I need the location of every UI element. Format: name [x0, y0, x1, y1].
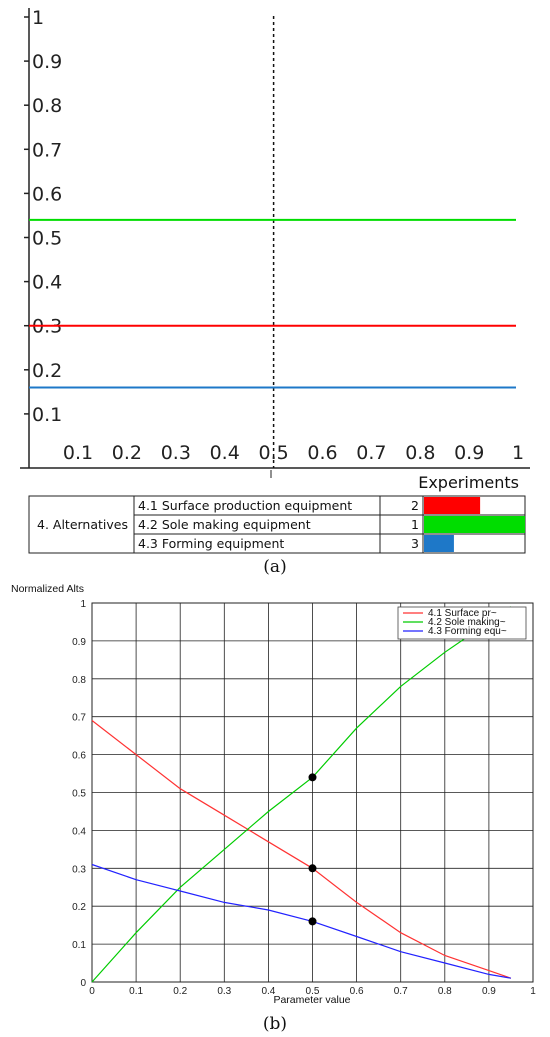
panel-a-y-tick-label: 0.9 [32, 51, 62, 73]
panel-b-x-tick-label: 0.6 [350, 986, 364, 997]
panel-a-y-ticks: 0.10.20.30.40.50.60.70.80.91 [24, 7, 62, 426]
panel-a-x-tick-label: 0.4 [210, 442, 240, 464]
alternative-rank: 1 [411, 517, 419, 532]
panel-a-y-tick-label: 0.1 [32, 404, 62, 426]
alternative-rank: 3 [411, 536, 419, 551]
alternative-bar [424, 497, 481, 514]
panel-a-x-tick-label: 0.5 [258, 442, 288, 464]
panel-b-x-tick-label: 0.2 [173, 986, 187, 997]
panel-a-x-tick-label: 1 [512, 442, 524, 464]
alternatives-table: 4. Alternatives 4.1 Surface production e… [28, 495, 526, 554]
panel-b-y-tick-label: 1 [80, 599, 86, 610]
panel-b-y-tick-label: 0.2 [72, 902, 86, 913]
panel-a-y-tick-label: 0.8 [32, 95, 62, 117]
table-rows: 4.1 Surface production equipment 2 4.2 Sol… [138, 497, 525, 552]
panel-b-y-tick-label: 0.7 [72, 713, 86, 724]
panel-b-x-tick-label: 0.3 [217, 986, 231, 997]
panel-b-y-tick-label: 0.4 [72, 826, 86, 837]
group-label: 4. Alternatives [37, 517, 128, 532]
caption-b: (b) [263, 1014, 287, 1034]
alternative-name: 4.2 Sole making equipment [138, 517, 311, 532]
alternative-name: 4.1 Surface production equipment [138, 498, 352, 513]
panel-b-x-tick-label: 0 [89, 986, 95, 997]
alternative-bar [424, 516, 525, 533]
panel-a-x-tick-label: 0.6 [307, 442, 337, 464]
panel-b-title: Normalized Alts [11, 583, 84, 595]
panel-b-markers [308, 773, 317, 926]
panel-b-point [308, 773, 317, 782]
panel-b-point [308, 864, 317, 873]
panel-b-x-tick-label: 0.4 [261, 986, 275, 997]
panel-b-chart: Normalized Alts 0 0.1 0.2 0.3 0.4 0.5 0.6 0.7 0.… [11, 583, 536, 1006]
legend-label: 4.2 Sole making~ [428, 617, 506, 628]
panel-b-y-tick-label: 0.8 [72, 675, 86, 686]
alternative-bar [424, 535, 454, 552]
panel-a-chart: 0.1 0.2 0.3 0.4 0.5 0.6 0.7 0.8 0.9 1 0.1 0.2 0.3 0.… [20, 7, 530, 492]
panel-b-y-tick-label: 0.1 [72, 940, 86, 951]
panel-b-grid [92, 603, 533, 982]
panel-b-x-axis-label: Parameter value [273, 994, 350, 1006]
panel-b-y-tick-label: 0.5 [72, 789, 86, 800]
caption-a: (a) [263, 557, 286, 577]
panel-b-x-tick-label: 1 [530, 986, 536, 997]
panel-b-x-tick-label: 0.5 [306, 986, 320, 997]
panel-b-y-tick-label: 0.9 [72, 637, 86, 648]
panel-b-x-tick-label: 0.7 [394, 986, 408, 997]
panel-a-y-tick-label: 0.6 [32, 183, 62, 205]
panel-a-y-tick-label: 1 [32, 7, 44, 29]
panel-a-x-tick-label: 0.9 [454, 442, 484, 464]
panel-b-legend: 4.1 Surface pr~4.2 Sole making~4.3 Formi… [397, 606, 527, 640]
panel-a-y-tick-label: 0.4 [32, 272, 62, 294]
panel-b-x-tick-label: 0.9 [482, 986, 496, 997]
legend-label: 4.1 Surface pr~ [428, 608, 497, 619]
panel-b-y-tick-label: 0.6 [72, 751, 86, 762]
panel-a-series-lines [29, 218, 516, 389]
panel-b-y-tick-label: 0 [80, 978, 86, 989]
panel-a-y-tick-label: 0.5 [32, 228, 62, 250]
panel-b-y-tick-label: 0.3 [72, 864, 86, 875]
alternative-rank: 2 [411, 498, 419, 513]
alternative-name: 4.3 Forming equipment [138, 536, 284, 551]
panel-b-point [308, 917, 317, 926]
panel-b-y-ticks: 0 0.1 0.2 0.3 0.4 0.5 0.6 0.7 0.8 0.9 1 [72, 599, 86, 989]
panel-a-x-tick-label: 0.7 [356, 442, 386, 464]
panel-a-x-tick-label: 0.3 [161, 442, 191, 464]
panel-a-x-tick-label: 0.8 [405, 442, 435, 464]
panel-a-y-tick-label: 0.7 [32, 139, 62, 161]
panel-a-x-tick-label: 0.1 [63, 442, 93, 464]
panel-b-x-tick-label: 0.8 [438, 986, 452, 997]
panel-a-x-axis-label: Experiments [418, 473, 519, 492]
panel-b-x-ticks: 0 0.1 0.2 0.3 0.4 0.5 0.6 0.7 0.8 0.9 1 [89, 986, 536, 997]
legend-label: 4.3 Forming equ~ [428, 626, 507, 637]
panel-a-x-tick-label: 0.2 [112, 442, 142, 464]
panel-b-x-tick-label: 0.1 [129, 986, 143, 997]
panel-a-x-ticks: 0.1 0.2 0.3 0.4 0.5 0.6 0.7 0.8 0.9 1 [63, 442, 524, 478]
panel-a-y-tick-label: 0.2 [32, 360, 62, 382]
